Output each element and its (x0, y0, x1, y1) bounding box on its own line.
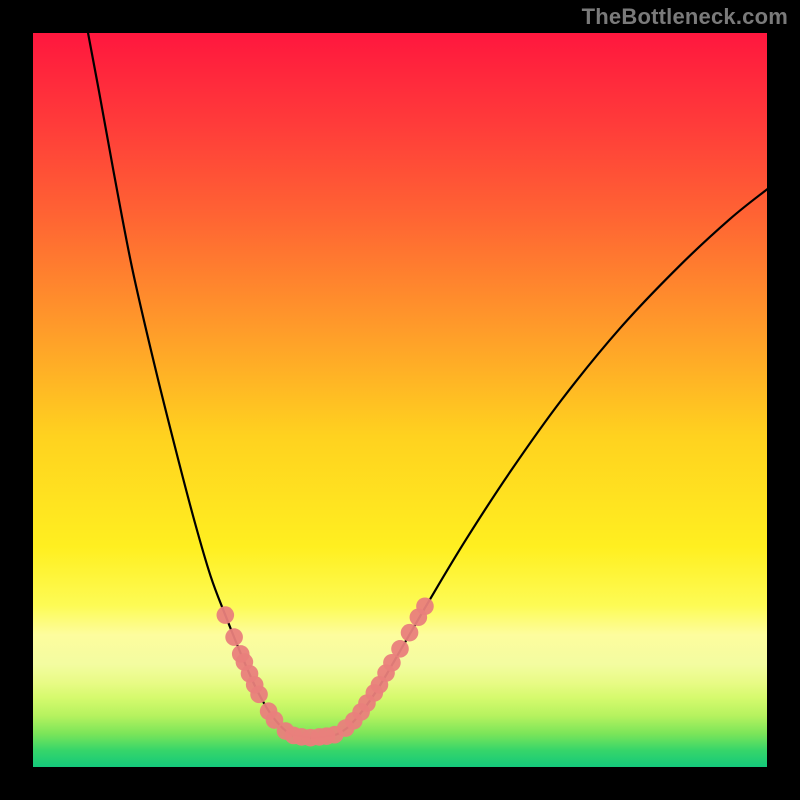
chart-stage: TheBottleneck.com (0, 0, 800, 800)
curve-marker (217, 606, 235, 624)
curve-marker (391, 640, 409, 658)
curve-marker (416, 597, 434, 615)
curve-marker (250, 686, 268, 704)
bottleneck-chart (0, 0, 800, 800)
watermark-text: TheBottleneck.com (582, 4, 788, 30)
curve-marker (401, 624, 419, 642)
curve-marker (225, 628, 243, 646)
